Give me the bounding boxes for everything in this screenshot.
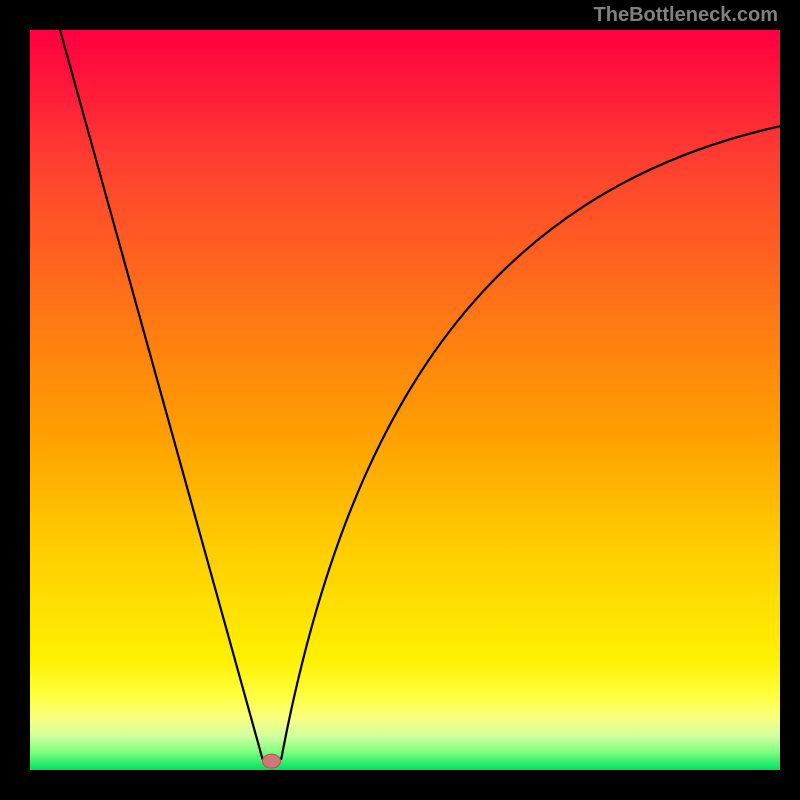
bottleneck-curve — [60, 30, 780, 759]
chart-frame: TheBottleneck.com — [0, 0, 800, 800]
plot-area — [30, 30, 780, 770]
chart-svg — [30, 30, 780, 770]
optimal-marker — [263, 754, 281, 768]
watermark-text: TheBottleneck.com — [594, 4, 778, 27]
